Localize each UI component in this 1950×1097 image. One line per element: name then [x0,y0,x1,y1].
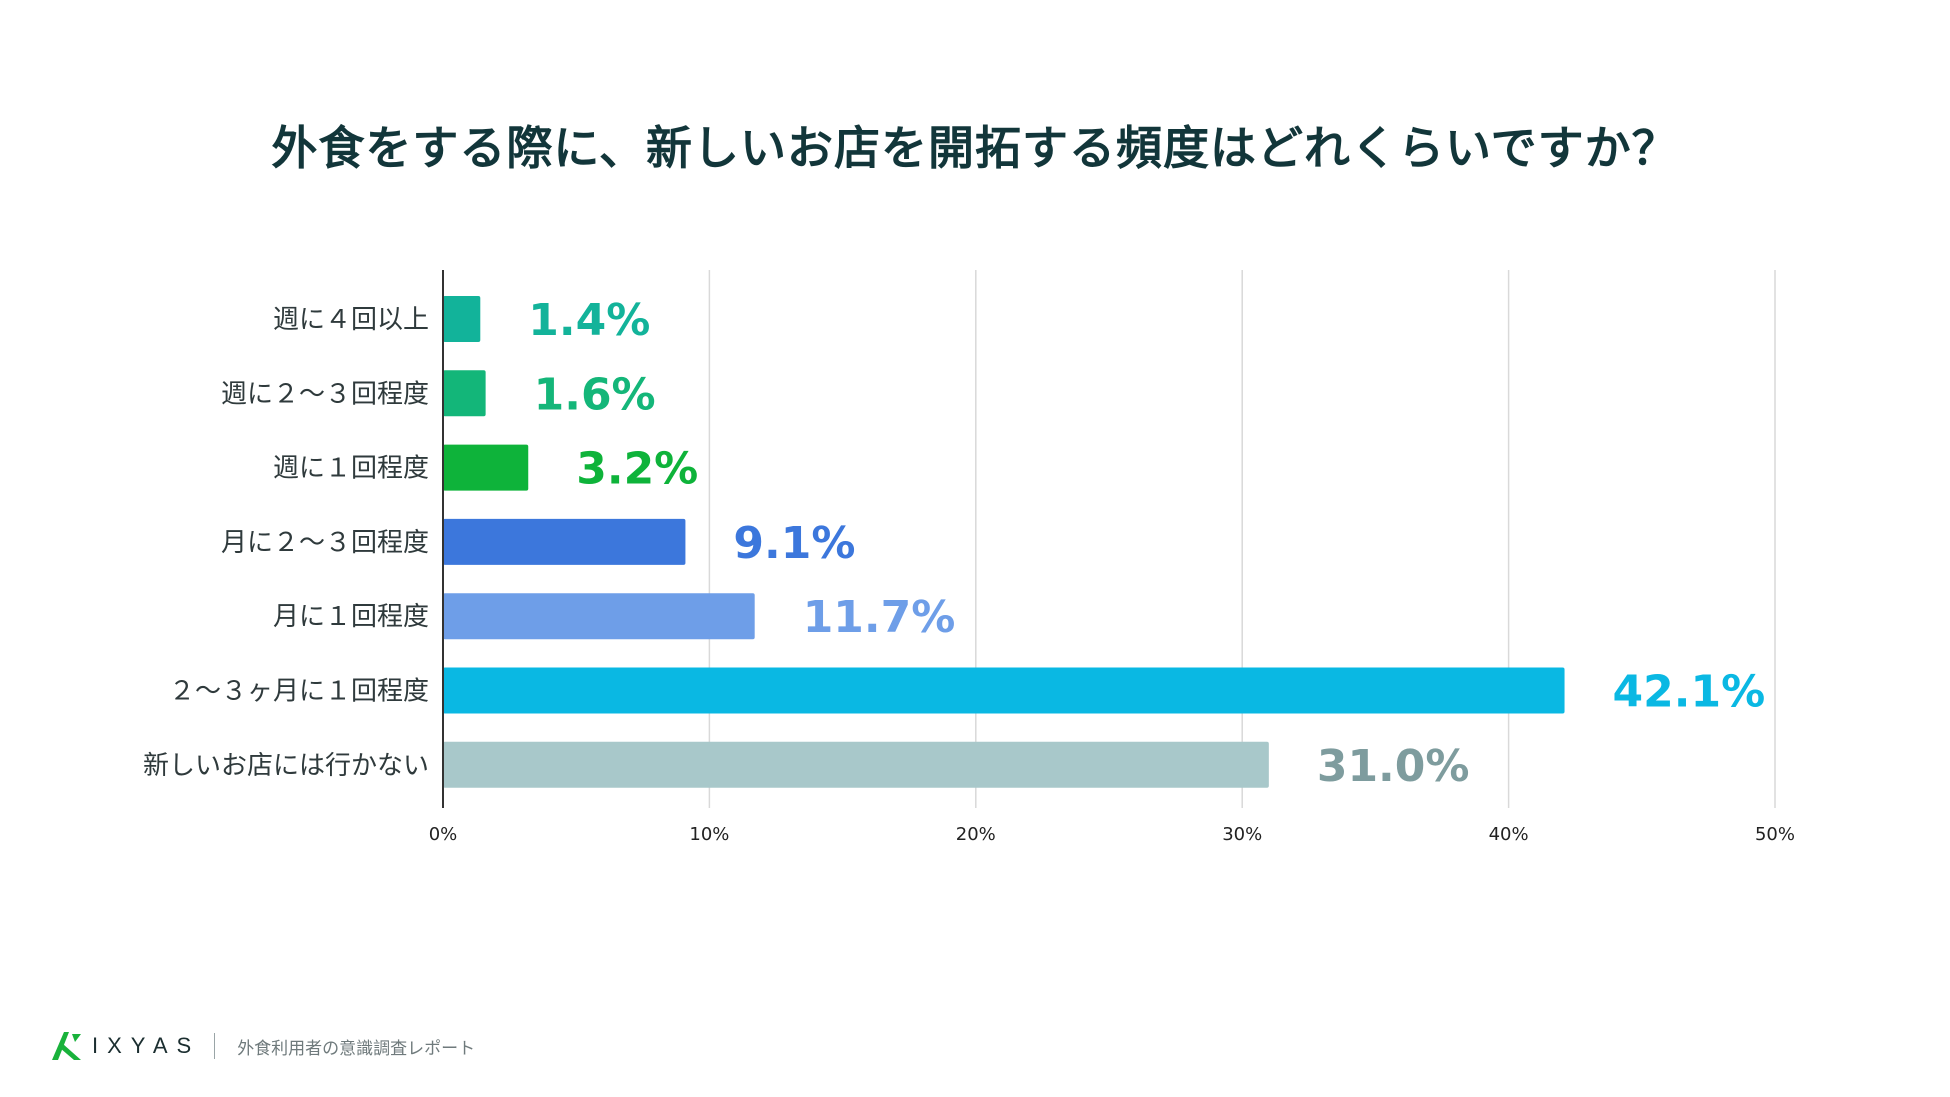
category-label: 週に４回以上 [273,305,429,335]
value-label: 9.1% [733,518,855,569]
chart-title: 外食をする際に、新しいお店を開拓する頻度はどれくらいですか？ [271,121,1679,175]
category-label: 週に２〜３回程度 [221,379,429,409]
bar [443,667,1565,714]
category-label: 月に１回程度 [273,602,429,632]
x-tick-label: 50% [1755,824,1795,845]
value-label: 1.4% [528,295,650,346]
x-tick-label: 20% [956,824,996,845]
value-labels: 1.4% 1.6% 3.2% 9.1% 11.7% 42.1% 31.0% [528,295,1765,792]
category-label: ２〜３ヶ月に１回程度 [169,677,429,707]
x-tick-label: 30% [1222,824,1262,845]
ixyas-logo-icon [52,1032,81,1060]
gridlines [708,270,1776,808]
footer-separator [214,1033,216,1059]
bar [443,444,529,491]
category-label: 新しいお店には行かない [143,751,429,781]
value-label: 3.2% [576,444,698,495]
bar [443,741,1269,788]
x-tick-label: 0% [429,824,458,845]
value-label: 11.7% [803,592,956,643]
value-label: 1.6% [534,369,656,420]
bar [443,593,755,640]
footer: IXYAS 外食利用者の意識調査レポート [50,1028,475,1064]
value-label: 42.1% [1613,667,1766,718]
bars [443,296,1565,788]
category-label: 月に２〜３回程度 [221,528,429,558]
report-name: 外食利用者の意識調査レポート [237,1038,476,1059]
bar [443,518,686,565]
x-tick-label: 40% [1489,824,1529,845]
category-label: 週に１回程度 [273,454,429,484]
value-label: 31.0% [1317,741,1470,792]
brand-name: IXYAS [92,1033,201,1058]
bar [443,296,481,342]
bar [443,370,486,417]
x-tick-labels: 0% 10% 20% 30% 40% 50% [429,824,1795,845]
x-tick-label: 10% [689,824,729,845]
